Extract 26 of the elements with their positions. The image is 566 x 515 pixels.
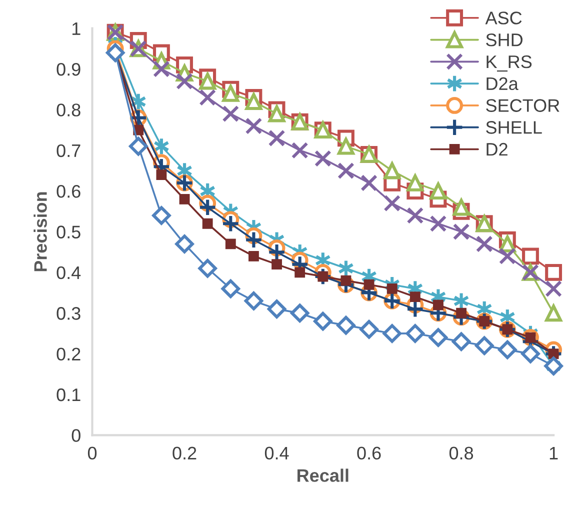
y-tick-label: 0 — [72, 429, 80, 442]
x-tick-label: 1 — [550, 446, 558, 460]
x-tick-label: 0.6 — [357, 446, 381, 460]
y-tick-label: 0.4 — [56, 266, 81, 280]
x-tick-label: 0.2 — [172, 446, 196, 460]
y-tick-label: 0.1 — [56, 388, 80, 402]
legend-label: D2a — [486, 77, 518, 90]
y-tick-label: 0.8 — [56, 104, 80, 116]
y-axis-title: Precision — [34, 192, 47, 272]
x-tick-label: 0.8 — [449, 446, 474, 460]
x-tick-label: 0 — [88, 446, 97, 460]
legend-label: ASC — [485, 12, 522, 24]
y-tick-label: 0.7 — [56, 144, 80, 158]
y-tick-label: 0.2 — [56, 348, 80, 361]
legend-label: SHELL — [486, 121, 542, 134]
y-tick-label: 0.9 — [56, 62, 80, 76]
y-tick-label: 0.3 — [56, 307, 80, 320]
legend-label: SHD — [486, 34, 522, 46]
y-tick-label: 0.6 — [56, 185, 80, 198]
y-tick-label: 1 — [72, 22, 80, 35]
y-tick-label: 0.5 — [56, 226, 80, 238]
x-axis-title: Recall — [298, 468, 348, 482]
legend-label: SECTOR — [486, 99, 560, 112]
legend-label: D2 — [486, 142, 508, 156]
legend-label: K_RS — [486, 55, 532, 72]
x-tick-label: 0.4 — [264, 446, 289, 460]
